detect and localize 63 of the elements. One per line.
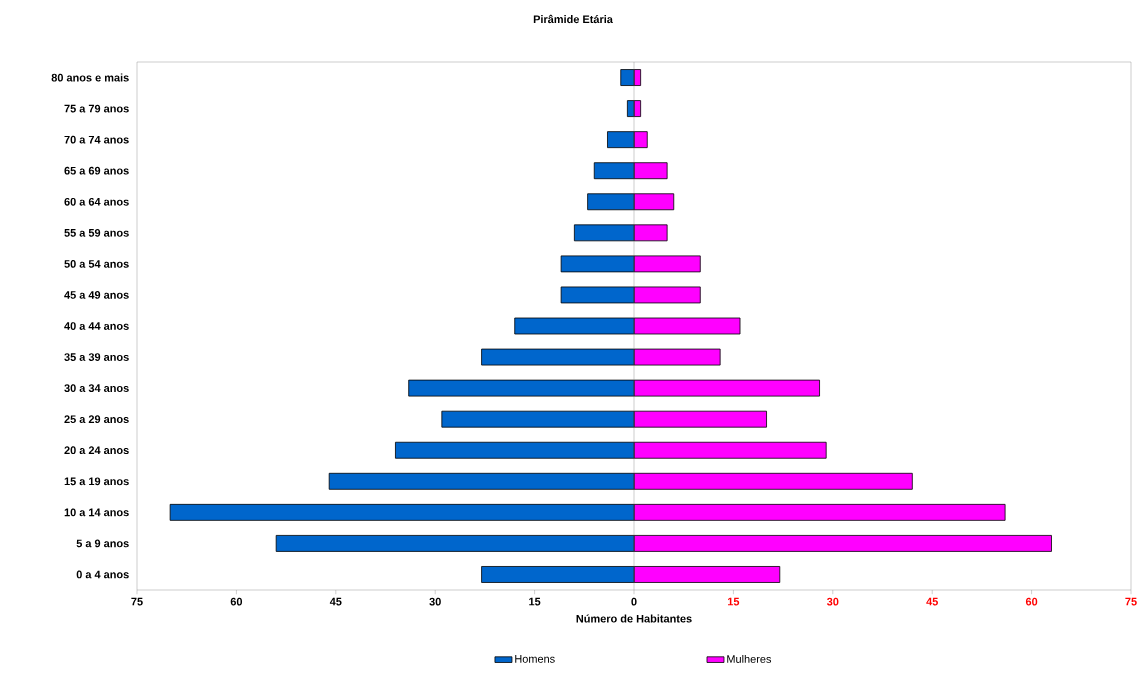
x-tick-label: 75 — [1125, 597, 1137, 606]
bar — [587, 193, 635, 211]
x-tick-label: 75 — [131, 597, 143, 606]
bar — [607, 131, 635, 149]
x-tick-label: 30 — [826, 597, 839, 606]
y-tick-label: 60 a 64 anos — [64, 197, 129, 206]
bar — [328, 472, 635, 490]
bar — [275, 535, 635, 552]
bar — [169, 503, 635, 521]
x-tick-label: 45 — [329, 597, 342, 606]
bar — [633, 410, 767, 428]
x-tick-label: 45 — [926, 597, 938, 606]
x-tick-label: 30 — [429, 597, 441, 606]
bar — [633, 162, 668, 180]
y-tick-label: 65 a 69 anos — [64, 166, 129, 175]
bar — [633, 224, 668, 242]
bar — [560, 286, 635, 304]
x-tick-label: 60 — [1025, 597, 1038, 606]
y-tick-label: 45 a 49 anos — [64, 291, 129, 299]
y-tick-label: 75 a 79 anos — [64, 104, 129, 113]
y-tick-label: 80 anos e mais — [51, 73, 129, 82]
bar — [573, 224, 635, 242]
legend-label: Mulheres — [727, 654, 772, 663]
y-tick-label: 20 a 24 anos — [64, 446, 129, 455]
bar — [633, 503, 1006, 521]
y-tick-label: 0 a 4 anos — [76, 570, 129, 579]
y-tick-label: 50 a 54 anos — [64, 260, 129, 268]
bar — [593, 162, 635, 180]
x-tick-label: 0 — [631, 597, 637, 606]
y-tick-label: 35 a 39 anos — [64, 353, 129, 361]
x-tick-label: 15 — [728, 597, 740, 606]
bar — [633, 348, 721, 366]
chart-title: Pirâmide Etária — [533, 14, 613, 24]
y-tick-label: 10 a 14 anos — [64, 508, 129, 517]
bar — [633, 255, 701, 273]
y-tick-label: 15 a 19 anos — [64, 477, 129, 486]
bar — [633, 379, 820, 397]
x-tick-label: 15 — [529, 597, 541, 606]
x-tick-label: 60 — [230, 597, 243, 606]
bar — [441, 410, 635, 428]
bar — [620, 69, 635, 86]
bar — [560, 255, 635, 273]
bar — [408, 379, 635, 397]
bar — [481, 348, 635, 366]
bar — [633, 566, 781, 583]
y-tick-label: 5 a 9 anos — [76, 539, 129, 548]
bar — [633, 131, 648, 149]
bar — [633, 441, 827, 459]
bar — [633, 535, 1052, 552]
legend-label: Homens — [515, 655, 555, 663]
bar — [633, 286, 701, 304]
y-tick-label: 40 a 44 anos — [64, 322, 129, 330]
bar — [633, 317, 741, 335]
y-tick-label: 70 a 74 anos — [64, 135, 129, 144]
y-tick-label: 55 a 59 anos — [64, 228, 129, 237]
bar — [481, 566, 635, 583]
y-tick-label: 30 a 34 anos — [64, 384, 129, 393]
bar — [633, 193, 675, 211]
bar — [514, 317, 635, 335]
x-axis-title: Número de Habitantes — [576, 614, 692, 623]
bar — [395, 441, 635, 459]
y-tick-label: 25 a 29 anos — [64, 415, 129, 424]
bar — [633, 472, 913, 490]
